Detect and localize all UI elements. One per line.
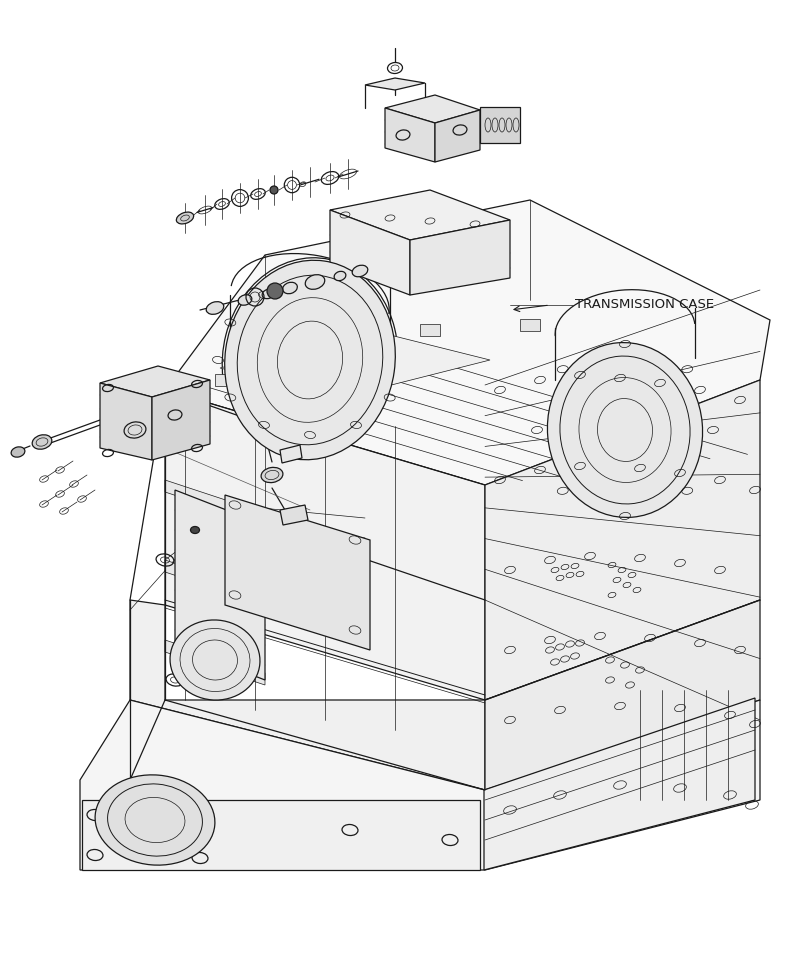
Polygon shape bbox=[220, 330, 490, 398]
Polygon shape bbox=[280, 505, 308, 525]
Polygon shape bbox=[385, 108, 435, 162]
Ellipse shape bbox=[11, 447, 25, 457]
Ellipse shape bbox=[547, 342, 703, 517]
Polygon shape bbox=[165, 560, 265, 605]
Bar bbox=[520, 319, 540, 331]
Ellipse shape bbox=[225, 260, 395, 459]
Polygon shape bbox=[365, 78, 425, 90]
Polygon shape bbox=[100, 383, 152, 460]
Polygon shape bbox=[80, 700, 760, 870]
Polygon shape bbox=[410, 220, 510, 295]
Polygon shape bbox=[485, 600, 760, 790]
Polygon shape bbox=[385, 95, 480, 123]
Polygon shape bbox=[330, 210, 410, 295]
Polygon shape bbox=[82, 800, 480, 870]
Ellipse shape bbox=[352, 265, 367, 277]
Ellipse shape bbox=[334, 271, 346, 281]
Polygon shape bbox=[152, 380, 210, 460]
Polygon shape bbox=[225, 495, 370, 650]
Ellipse shape bbox=[270, 186, 278, 194]
Polygon shape bbox=[130, 600, 485, 790]
Ellipse shape bbox=[95, 775, 215, 865]
Text: TRANSMISSION CASE: TRANSMISSION CASE bbox=[575, 299, 714, 311]
Polygon shape bbox=[165, 480, 265, 525]
Bar bbox=[480, 107, 520, 143]
Polygon shape bbox=[330, 190, 510, 240]
Ellipse shape bbox=[177, 212, 194, 224]
Polygon shape bbox=[165, 390, 485, 700]
Ellipse shape bbox=[206, 302, 224, 314]
Ellipse shape bbox=[283, 283, 297, 294]
Ellipse shape bbox=[261, 467, 283, 482]
Ellipse shape bbox=[305, 275, 325, 289]
Polygon shape bbox=[485, 380, 760, 700]
Ellipse shape bbox=[238, 295, 252, 306]
Ellipse shape bbox=[191, 527, 200, 533]
Polygon shape bbox=[165, 200, 770, 485]
Polygon shape bbox=[435, 110, 480, 162]
Polygon shape bbox=[280, 445, 302, 463]
Ellipse shape bbox=[267, 283, 283, 299]
Ellipse shape bbox=[170, 620, 260, 700]
Polygon shape bbox=[100, 366, 210, 397]
Bar bbox=[420, 324, 440, 336]
Polygon shape bbox=[175, 490, 265, 680]
Ellipse shape bbox=[32, 434, 51, 449]
Bar bbox=[215, 374, 235, 386]
Ellipse shape bbox=[262, 289, 274, 299]
Bar bbox=[320, 344, 340, 356]
Polygon shape bbox=[484, 698, 755, 870]
Polygon shape bbox=[165, 640, 265, 685]
